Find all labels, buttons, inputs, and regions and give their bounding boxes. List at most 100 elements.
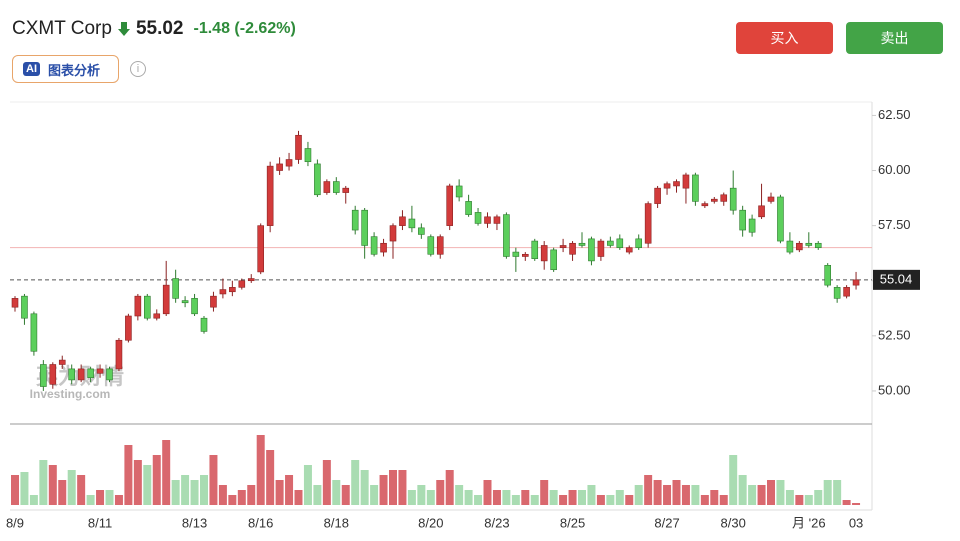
x-tick-label: 8/27: [654, 515, 679, 530]
volume-bar: [39, 460, 48, 505]
volume-bar: [634, 485, 643, 505]
candle-body: [663, 183, 671, 189]
volume-bar: [625, 495, 634, 505]
candle-body: [370, 236, 378, 255]
volume-bar: [700, 495, 709, 505]
x-tick-label: 8/16: [248, 515, 273, 530]
volume-bar: [748, 485, 757, 505]
volume-bar: [398, 470, 407, 505]
candle-body: [210, 295, 217, 308]
candle-body: [77, 368, 85, 381]
candle-body: [644, 203, 652, 244]
volume-bar: [190, 480, 199, 505]
candle-body: [455, 185, 463, 198]
candle-body: [758, 205, 765, 218]
last-price-label: 55.04: [880, 271, 913, 286]
volume-bar: [587, 485, 596, 505]
candle-body: [852, 279, 860, 286]
candle-body: [181, 300, 189, 304]
volume-bar: [209, 455, 218, 505]
watermark-en: Investing.com: [30, 387, 111, 401]
volume-bar: [852, 503, 861, 505]
candle-body: [58, 359, 66, 365]
candle-body: [332, 181, 340, 193]
candle-body: [351, 209, 359, 231]
candle-body: [408, 218, 416, 229]
volume-bar: [596, 495, 605, 505]
candle-body: [710, 198, 718, 202]
volume-bar: [256, 435, 265, 505]
candle-body: [824, 265, 832, 286]
buy-button[interactable]: 买入: [736, 22, 833, 54]
volume-bar: [474, 495, 483, 505]
volume-bar: [492, 490, 501, 505]
volume-bar: [379, 475, 388, 505]
volume-bar: [86, 495, 95, 505]
candle-body: [503, 214, 510, 257]
volume-bar: [483, 480, 492, 505]
candle-body: [380, 242, 387, 253]
volume-bar: [96, 490, 105, 505]
volume-bar: [445, 470, 454, 505]
candle-body: [814, 242, 822, 248]
volume-bar: [653, 480, 662, 505]
volume-bar: [58, 480, 67, 505]
volume-bar: [181, 475, 190, 505]
candle-body: [96, 368, 104, 374]
volume-bar: [823, 480, 832, 505]
volume-bar: [389, 470, 397, 505]
volume-bar: [776, 480, 785, 505]
volume-bar: [757, 485, 766, 505]
candle-body: [654, 187, 661, 204]
candle-body: [191, 298, 198, 315]
candle-body: [767, 196, 775, 202]
candle-body: [786, 240, 794, 253]
stock-price: 55.02: [135, 18, 184, 39]
volume-bar: [275, 480, 284, 505]
candle-body: [796, 242, 803, 251]
candle-body: [68, 368, 75, 381]
volume-bar: [266, 450, 275, 505]
volume-bar: [568, 490, 577, 505]
x-tick-label: 03: [849, 515, 863, 530]
volume-bar: [719, 495, 728, 505]
candle-body: [550, 249, 557, 271]
volume-bar: [417, 485, 426, 505]
candle-body: [616, 238, 624, 248]
y-tick-label: 57.50: [878, 217, 911, 232]
candle-body: [720, 194, 728, 202]
volume-bar: [20, 472, 29, 505]
volume-bar: [48, 465, 57, 505]
info-icon[interactable]: i: [130, 61, 146, 77]
candle-body: [238, 280, 246, 288]
candle-body: [739, 209, 746, 231]
volume-bar: [152, 455, 161, 505]
candle-body: [276, 163, 283, 171]
x-tick-label: 月 '26: [792, 515, 826, 530]
y-tick-label: 50.00: [878, 382, 911, 397]
ai-label: 图表分析: [48, 62, 101, 78]
candle-body: [578, 242, 586, 246]
sell-button[interactable]: 卖出: [846, 22, 943, 54]
candle-body: [465, 201, 472, 215]
volume-bar: [114, 495, 123, 505]
candle-body: [748, 218, 756, 233]
last-price-box: [873, 269, 920, 290]
volume-bar: [663, 485, 672, 505]
volume-bar: [644, 475, 653, 505]
volume-bar: [511, 495, 520, 505]
ai-chart-analysis[interactable]: AI 图表分析: [12, 55, 119, 83]
volume-bar: [795, 495, 804, 505]
candle-body: [531, 240, 539, 259]
candle-body: [30, 313, 38, 352]
volume-bar: [464, 490, 473, 505]
volume-bar: [729, 455, 738, 505]
volume-bar: [530, 495, 539, 505]
candle-body: [314, 163, 321, 196]
candle-body: [389, 225, 397, 242]
volume-bar: [237, 490, 246, 505]
volume-bar: [332, 480, 341, 505]
candle-body: [162, 284, 170, 315]
volume-bar: [313, 485, 322, 505]
x-tick-label: 8/25: [560, 515, 585, 530]
